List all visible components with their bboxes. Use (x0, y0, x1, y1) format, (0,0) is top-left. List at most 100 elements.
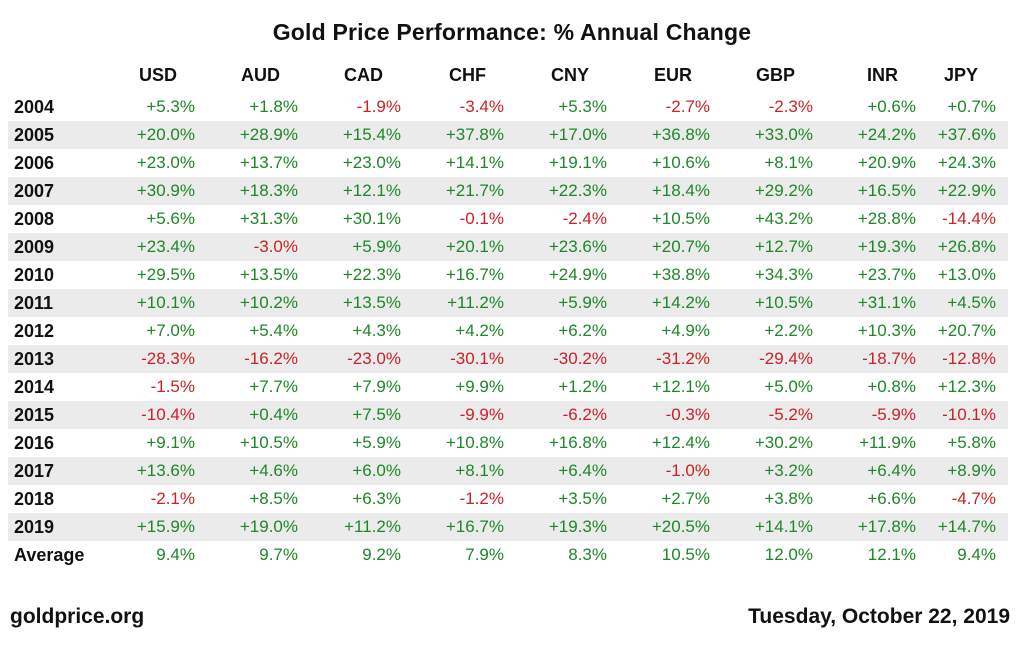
value-cell: +30.1% (342, 209, 401, 228)
value-cell: -1.0% (665, 461, 710, 480)
value-cell: -18.7% (862, 349, 916, 368)
value-cell: +13.5% (342, 293, 401, 312)
table-row-2009: 2009 +23.4% -3.0% +5.9% +20.1% +23.6% +20.7% +1… (8, 233, 1008, 261)
table-row-average: Average 9.4% 9.7% 9.2% 7.9% 8.3% 10.5% 12.0% 12.… (8, 541, 1008, 569)
value-cell: -2.1% (150, 489, 195, 508)
row-label: 2005 (14, 124, 55, 145)
value-cell: +13.0% (937, 265, 996, 284)
value-cell: +7.5% (352, 405, 401, 424)
value-cell: +16.8% (548, 433, 607, 452)
value-cell: +26.8% (937, 237, 996, 256)
value-cell: +23.0% (136, 153, 195, 172)
value-cell: -12.8% (942, 349, 996, 368)
row-label: 2017 (14, 460, 55, 481)
row-label: 2004 (14, 96, 55, 117)
value-cell: -2.7% (665, 97, 710, 116)
value-cell: +0.4% (249, 405, 298, 424)
value-cell: +19.3% (548, 517, 607, 536)
value-cell: +28.9% (239, 125, 298, 144)
value-cell: +4.5% (947, 293, 996, 312)
value-cell: +6.4% (558, 461, 607, 480)
table-row-2018: 2018 -2.1% +8.5% +6.3% -1.2% +3.5% +2.7% +3.8% +… (8, 485, 1008, 513)
value-cell: -29.4% (759, 349, 813, 368)
value-cell: 9.2% (362, 545, 401, 564)
value-cell: +24.3% (937, 153, 996, 172)
value-cell: +14.1% (445, 153, 504, 172)
value-cell: -23.0% (347, 349, 401, 368)
table-row-2011: 2011 +10.1% +10.2% +13.5% +11.2% +5.9% +14.2% +… (8, 289, 1008, 317)
value-cell: +5.9% (352, 433, 401, 452)
value-cell: +10.5% (651, 209, 710, 228)
row-label: Average (14, 544, 85, 565)
table-row-2014: 2014 -1.5% +7.7% +7.9% +9.9% +1.2% +12.1% +5.0%… (8, 373, 1008, 401)
row-label: 2014 (14, 376, 55, 397)
value-cell: -2.4% (562, 209, 607, 228)
value-cell: +5.3% (558, 97, 607, 116)
value-cell: +7.9% (352, 377, 401, 396)
value-cell: +5.9% (352, 237, 401, 256)
value-cell: -16.2% (244, 349, 298, 368)
value-cell: +3.2% (764, 461, 813, 480)
value-cell: +20.5% (651, 517, 710, 536)
value-cell: +30.9% (136, 181, 195, 200)
value-cell: +12.3% (937, 377, 996, 396)
column-header-inr: INR (867, 65, 898, 85)
value-cell: -14.4% (942, 209, 996, 228)
value-cell: -0.3% (665, 405, 710, 424)
row-label: 2018 (14, 488, 55, 509)
value-cell: +8.5% (249, 489, 298, 508)
table-row-2012: 2012 +7.0% +5.4% +4.3% +4.2% +6.2% +4.9% +2.2% +… (8, 317, 1008, 345)
value-cell: +12.1% (651, 377, 710, 396)
value-cell: +31.1% (857, 293, 916, 312)
value-cell: +6.2% (558, 321, 607, 340)
value-cell: +17.0% (548, 125, 607, 144)
value-cell: +13.6% (136, 461, 195, 480)
value-cell: +1.2% (558, 377, 607, 396)
value-cell: -31.2% (656, 349, 710, 368)
value-cell: +3.8% (764, 489, 813, 508)
value-cell: -5.2% (768, 405, 813, 424)
value-cell: +4.9% (661, 321, 710, 340)
value-cell: +22.3% (548, 181, 607, 200)
value-cell: +8.1% (455, 461, 504, 480)
page-title: Gold Price Performance: % Annual Change (272, 19, 752, 45)
value-cell: +12.1% (342, 181, 401, 200)
site-name[interactable]: goldprice.org (10, 605, 145, 628)
value-cell: +31.3% (239, 209, 298, 228)
value-cell: +3.5% (558, 489, 607, 508)
table-row-2005: 2005 +20.0% +28.9% +15.4% +37.8% +17.0% +36.8%… (8, 121, 1008, 149)
row-label: 2013 (14, 348, 55, 369)
row-label: 2012 (14, 320, 55, 341)
value-cell: +18.3% (239, 181, 298, 200)
column-header-cad: CAD (344, 65, 383, 85)
value-cell: +6.6% (867, 489, 916, 508)
value-cell: -1.9% (356, 97, 401, 116)
value-cell: +14.2% (651, 293, 710, 312)
value-cell: 12.0% (764, 545, 813, 564)
value-cell: 8.3% (568, 545, 607, 564)
value-cell: +15.9% (136, 517, 195, 536)
table-row-2013: 2013 -28.3% -16.2% -23.0% -30.1% -30.2% -31.2%… (8, 345, 1008, 373)
value-cell: +29.2% (754, 181, 813, 200)
value-cell: -4.7% (951, 489, 996, 508)
value-cell: +19.0% (239, 517, 298, 536)
value-cell: -9.9% (459, 405, 504, 424)
footer: goldprice.org Tuesday, October 22, 2019 (10, 605, 1010, 629)
value-cell: +16.5% (857, 181, 916, 200)
value-cell: -2.3% (768, 97, 813, 116)
value-cell: 9.4% (957, 545, 996, 564)
row-label: 2007 (14, 180, 55, 201)
value-cell: +6.3% (352, 489, 401, 508)
value-cell: +18.4% (651, 181, 710, 200)
value-cell: -1.2% (459, 489, 504, 508)
table-row-2008: 2008 +5.6% +31.3% +30.1% -0.1% -2.4% +10.5% +43… (8, 205, 1008, 233)
value-cell: +28.8% (857, 209, 916, 228)
value-cell: -10.4% (141, 405, 195, 424)
row-label: 2019 (14, 516, 55, 537)
value-cell: +38.8% (651, 265, 710, 284)
value-cell: +20.7% (937, 321, 996, 340)
value-cell: +6.0% (352, 461, 401, 480)
column-header-chf: CHF (449, 65, 486, 85)
value-cell: +0.8% (867, 377, 916, 396)
